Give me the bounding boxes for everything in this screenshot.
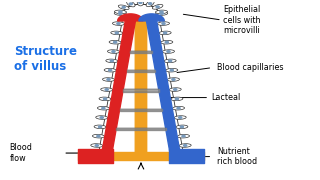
Text: Blood capillaries: Blood capillaries [217, 63, 284, 72]
Circle shape [169, 60, 172, 62]
Circle shape [184, 145, 187, 146]
Circle shape [179, 117, 182, 118]
Ellipse shape [164, 59, 176, 63]
Circle shape [110, 60, 113, 62]
Ellipse shape [156, 10, 167, 14]
Ellipse shape [166, 68, 178, 72]
Circle shape [160, 11, 163, 13]
Ellipse shape [114, 12, 126, 15]
Ellipse shape [127, 1, 135, 7]
Circle shape [119, 11, 122, 13]
Ellipse shape [137, 0, 144, 6]
Ellipse shape [109, 40, 121, 44]
Circle shape [160, 13, 163, 14]
Ellipse shape [178, 134, 189, 138]
Ellipse shape [106, 59, 118, 63]
Ellipse shape [89, 153, 101, 157]
Ellipse shape [181, 153, 193, 157]
Ellipse shape [112, 22, 124, 25]
Ellipse shape [99, 97, 111, 101]
Circle shape [172, 79, 175, 80]
Ellipse shape [171, 97, 183, 101]
Circle shape [170, 69, 173, 71]
Circle shape [139, 2, 142, 3]
Circle shape [114, 41, 117, 43]
Circle shape [119, 13, 122, 14]
Circle shape [117, 23, 120, 24]
Ellipse shape [174, 116, 186, 119]
Circle shape [108, 69, 112, 71]
Ellipse shape [172, 106, 185, 110]
Text: Blood
flow: Blood flow [9, 143, 32, 163]
Ellipse shape [169, 88, 181, 91]
Text: Nutrient
rich blood: Nutrient rich blood [217, 147, 257, 166]
Ellipse shape [102, 78, 115, 81]
Circle shape [93, 154, 97, 156]
Ellipse shape [115, 10, 126, 14]
Circle shape [122, 6, 125, 8]
Circle shape [129, 3, 132, 5]
Circle shape [185, 154, 188, 156]
Circle shape [105, 89, 108, 90]
Circle shape [165, 41, 168, 43]
Ellipse shape [101, 88, 113, 91]
Ellipse shape [104, 68, 116, 72]
Ellipse shape [152, 4, 163, 9]
Ellipse shape [118, 5, 129, 10]
Circle shape [156, 6, 159, 8]
Circle shape [174, 89, 177, 90]
Circle shape [100, 117, 103, 118]
Ellipse shape [108, 50, 119, 53]
Polygon shape [135, 19, 147, 153]
Circle shape [99, 126, 102, 128]
Circle shape [115, 32, 118, 34]
Text: Structure
of villus: Structure of villus [14, 45, 77, 73]
Ellipse shape [157, 22, 170, 25]
Circle shape [167, 51, 170, 52]
Ellipse shape [146, 1, 154, 7]
Circle shape [112, 51, 115, 52]
Circle shape [95, 145, 98, 146]
Circle shape [182, 135, 185, 137]
Ellipse shape [91, 144, 103, 147]
Circle shape [102, 107, 105, 109]
Ellipse shape [156, 12, 168, 15]
Ellipse shape [97, 106, 109, 110]
Circle shape [107, 79, 110, 80]
Ellipse shape [161, 40, 173, 44]
Circle shape [180, 126, 183, 128]
Ellipse shape [163, 50, 174, 53]
Ellipse shape [179, 144, 191, 147]
Circle shape [175, 98, 179, 100]
Circle shape [177, 107, 180, 109]
Circle shape [103, 98, 107, 100]
Circle shape [148, 3, 152, 4]
Ellipse shape [94, 125, 106, 129]
Text: Lacteal: Lacteal [211, 93, 240, 102]
Ellipse shape [159, 31, 171, 35]
Polygon shape [139, 14, 180, 153]
Polygon shape [98, 4, 184, 156]
Polygon shape [102, 14, 143, 153]
Circle shape [162, 23, 165, 24]
Ellipse shape [92, 134, 104, 138]
Ellipse shape [96, 116, 108, 119]
Ellipse shape [176, 125, 188, 129]
Ellipse shape [111, 31, 123, 35]
Circle shape [164, 32, 167, 34]
Text: Epithelial
cells with
microvilli: Epithelial cells with microvilli [223, 5, 261, 35]
Ellipse shape [167, 78, 180, 81]
Circle shape [97, 135, 100, 137]
